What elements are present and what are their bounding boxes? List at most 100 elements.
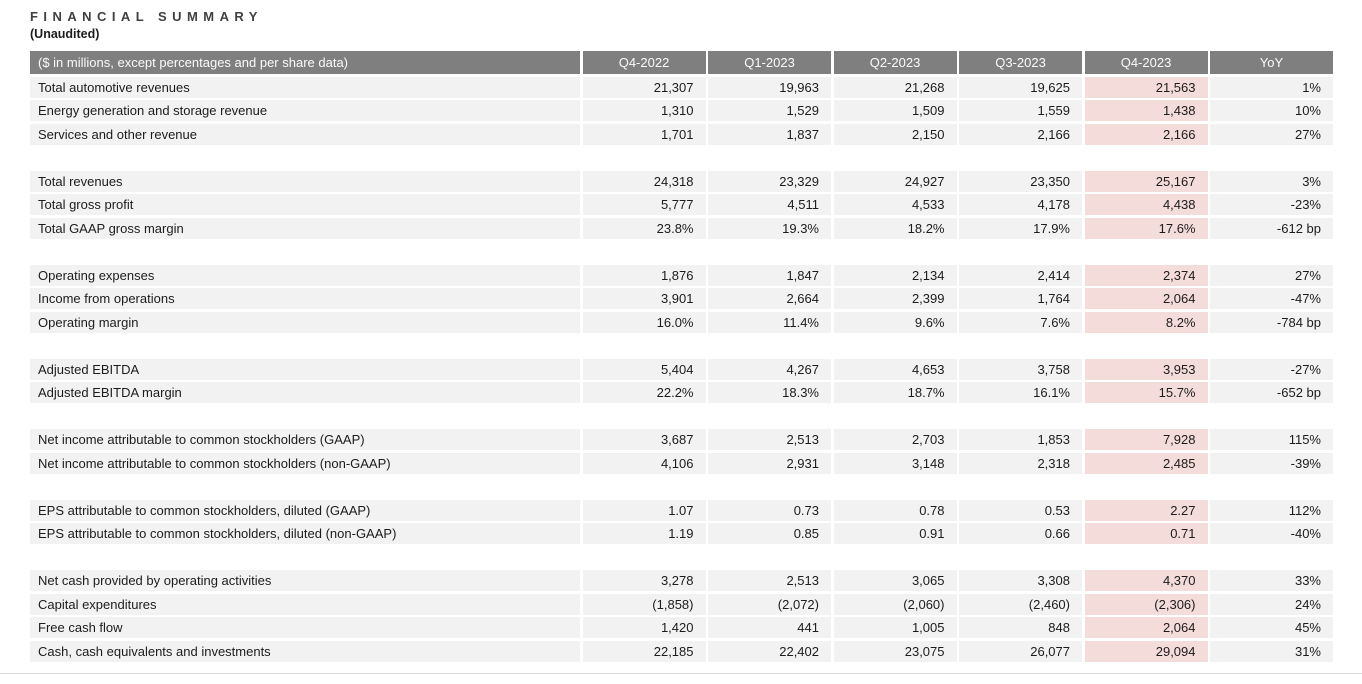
column-header: Q4-2023 xyxy=(1084,51,1208,74)
page-title: FINANCIAL SUMMARY xyxy=(30,9,263,24)
cell-value: 1,847 xyxy=(708,264,831,286)
cell-value: 22.2% xyxy=(582,382,706,403)
cell-value: 1,559 xyxy=(959,100,1082,121)
cell-value-highlighted: 2,166 xyxy=(1084,123,1208,145)
cell-value: -784 bp xyxy=(1210,311,1333,333)
cell-value: 18.7% xyxy=(833,382,957,403)
cell-value: 23,350 xyxy=(959,170,1082,192)
table-row: Operating expenses 1,876 1,847 2,134 2,414 2,… xyxy=(30,264,1334,286)
cell-value: 1.19 xyxy=(582,523,706,544)
row-label: Total automotive revenues xyxy=(30,76,580,98)
cell-value: 1,529 xyxy=(708,100,831,121)
section-spacer xyxy=(30,547,1334,568)
cell-value-highlighted: 3,953 xyxy=(1084,358,1208,380)
cell-value-highlighted: 25,167 xyxy=(1084,170,1208,192)
cell-value: 19,625 xyxy=(959,76,1082,98)
cell-value: 31% xyxy=(1210,640,1333,662)
column-header: Q1-2023 xyxy=(708,51,831,74)
row-label: Energy generation and storage revenue xyxy=(30,100,580,121)
column-header: Q4-2022 xyxy=(582,51,706,74)
cell-value: 2,414 xyxy=(959,264,1082,286)
cell-value: 23,329 xyxy=(708,170,831,192)
cell-value: 3,065 xyxy=(833,570,957,591)
section-spacer xyxy=(30,335,1334,356)
table-row: Total gross profit 5,777 4,511 4,533 4,178 4,… xyxy=(30,194,1334,215)
cell-value: 0.85 xyxy=(708,523,831,544)
cell-value: -47% xyxy=(1210,288,1333,309)
table-row: Operating margin 16.0% 11.4% 9.6% 7.6% 8.2% -7… xyxy=(30,311,1334,333)
cell-value-highlighted: 29,094 xyxy=(1084,640,1208,662)
row-label: Operating margin xyxy=(30,311,580,333)
cell-value: 3,901 xyxy=(582,288,706,309)
cell-value: 0.91 xyxy=(833,523,957,544)
cell-value: 1,764 xyxy=(959,288,1082,309)
cell-value: 1,310 xyxy=(582,100,706,121)
cell-value: 2,931 xyxy=(708,452,831,474)
cell-value: 3,308 xyxy=(959,570,1082,591)
table-row: EPS attributable to common stockholders,… xyxy=(30,523,1334,544)
cell-value-highlighted: (2,306) xyxy=(1084,593,1208,615)
table-row: Adjusted EBITDA 5,404 4,267 4,653 3,758 3,953… xyxy=(30,358,1334,380)
cell-value-highlighted: 8.2% xyxy=(1084,311,1208,333)
cell-value: 1,420 xyxy=(582,617,706,638)
cell-value: 1% xyxy=(1210,76,1333,98)
table-body: Total automotive revenues 21,307 19,963 21,… xyxy=(30,76,1334,662)
cell-value: -40% xyxy=(1210,523,1333,544)
row-label: Net income attributable to common stockh… xyxy=(30,452,580,474)
row-label: Cash, cash equivalents and investments xyxy=(30,640,580,662)
cell-value: 27% xyxy=(1210,264,1333,286)
cell-value: -652 bp xyxy=(1210,382,1333,403)
cell-value: 9.6% xyxy=(833,311,957,333)
cell-value: 27% xyxy=(1210,123,1333,145)
cell-value: 5,404 xyxy=(582,358,706,380)
cell-value: 16.0% xyxy=(582,311,706,333)
row-label: Net income attributable to common stockh… xyxy=(30,429,580,450)
row-label: Services and other revenue xyxy=(30,123,580,145)
table-row: Energy generation and storage revenue 1,3… xyxy=(30,100,1334,121)
table-row: Total GAAP gross margin 23.8% 19.3% 18.2% 17… xyxy=(30,217,1334,239)
column-header: Q3-2023 xyxy=(959,51,1082,74)
table-row: Adjusted EBITDA margin 22.2% 18.3% 18.7% 16.… xyxy=(30,382,1334,403)
table-row: Net cash provided by operating activitie… xyxy=(30,570,1334,591)
cell-value: -23% xyxy=(1210,194,1333,215)
cell-value: 26,077 xyxy=(959,640,1082,662)
row-label: Free cash flow xyxy=(30,617,580,638)
section-spacer xyxy=(30,147,1334,168)
table-row: EPS attributable to common stockholders,… xyxy=(30,499,1334,521)
cell-value: 10% xyxy=(1210,100,1333,121)
cell-value: 2,513 xyxy=(708,570,831,591)
cell-value: 2,150 xyxy=(833,123,957,145)
cell-value: 4,653 xyxy=(833,358,957,380)
table-row: Services and other revenue 1,701 1,837 2,15… xyxy=(30,123,1334,145)
column-header: YoY xyxy=(1210,51,1333,74)
table-row: Total revenues 24,318 23,329 24,927 23,350 25… xyxy=(30,170,1334,192)
cell-value: 4,178 xyxy=(959,194,1082,215)
cell-value: 1.07 xyxy=(582,499,706,521)
row-label: Total GAAP gross margin xyxy=(30,217,580,239)
cell-value-highlighted: 2,064 xyxy=(1084,288,1208,309)
cell-value: 2,399 xyxy=(833,288,957,309)
cell-value: 1,837 xyxy=(708,123,831,145)
cell-value: 3% xyxy=(1210,170,1333,192)
cell-value: 1,005 xyxy=(833,617,957,638)
cell-value: 23.8% xyxy=(582,217,706,239)
row-label: Adjusted EBITDA xyxy=(30,358,580,380)
cell-value: (1,858) xyxy=(582,593,706,615)
cell-value: 4,267 xyxy=(708,358,831,380)
cell-value: 45% xyxy=(1210,617,1333,638)
cell-value: 2,664 xyxy=(708,288,831,309)
cell-value: 2,166 xyxy=(959,123,1082,145)
cell-value: 1,701 xyxy=(582,123,706,145)
cell-value: 112% xyxy=(1210,499,1333,521)
cell-value: 2,703 xyxy=(833,429,957,450)
cell-value: 3,148 xyxy=(833,452,957,474)
page-subtitle: (Unaudited) xyxy=(30,27,100,41)
cell-value: 1,853 xyxy=(959,429,1082,450)
cell-value: 22,402 xyxy=(708,640,831,662)
cell-value: 19,963 xyxy=(708,76,831,98)
cell-value: 0.78 xyxy=(833,499,957,521)
cell-value: -27% xyxy=(1210,358,1333,380)
row-label: Income from operations xyxy=(30,288,580,309)
table-row: Net income attributable to common stockh… xyxy=(30,452,1334,474)
